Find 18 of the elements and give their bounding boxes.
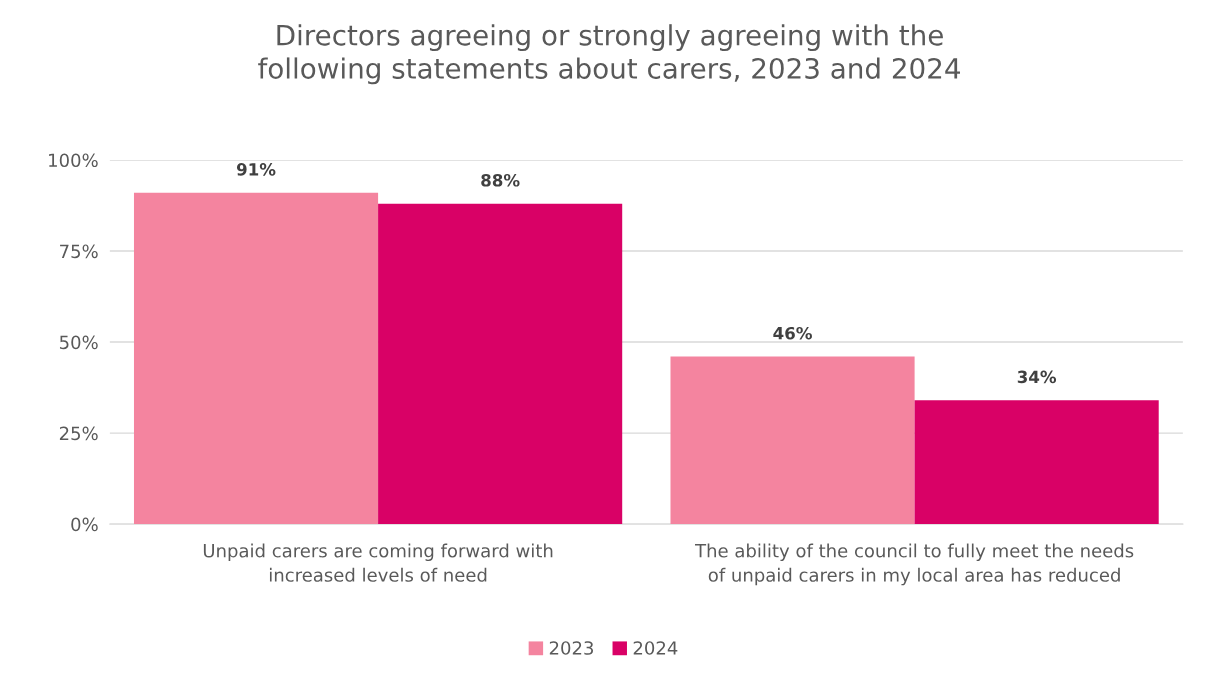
- data-label: 46%: [773, 326, 812, 340]
- bar: [670, 356, 915, 525]
- x-tick-label: Unpaid carers are coming forward with increased levels of need: [203, 543, 553, 582]
- bar: [914, 400, 1159, 525]
- x-tick-label: The ability of the council to fully meet the needs of unpaid carers in my local area has reduced: [695, 543, 1134, 586]
- bar: [378, 203, 623, 525]
- y-tick-label: 50%: [59, 335, 98, 350]
- bar: [133, 192, 379, 525]
- y-tick-label: 25%: [59, 426, 98, 441]
- y-tick-label: 0%: [71, 517, 98, 532]
- data-label: 34%: [1017, 370, 1057, 384]
- legend-label: 2023: [549, 641, 594, 655]
- legend-label: 2024: [633, 641, 678, 655]
- chart-title: Directors agreeing or strongly agreeing with the following statements about carers, 2023 and 2024: [258, 24, 960, 85]
- data-label: 88%: [481, 173, 520, 187]
- y-tick-label: 100%: [49, 153, 98, 168]
- data-label: 91%: [236, 163, 276, 176]
- y-tick-label: 75%: [60, 244, 98, 259]
